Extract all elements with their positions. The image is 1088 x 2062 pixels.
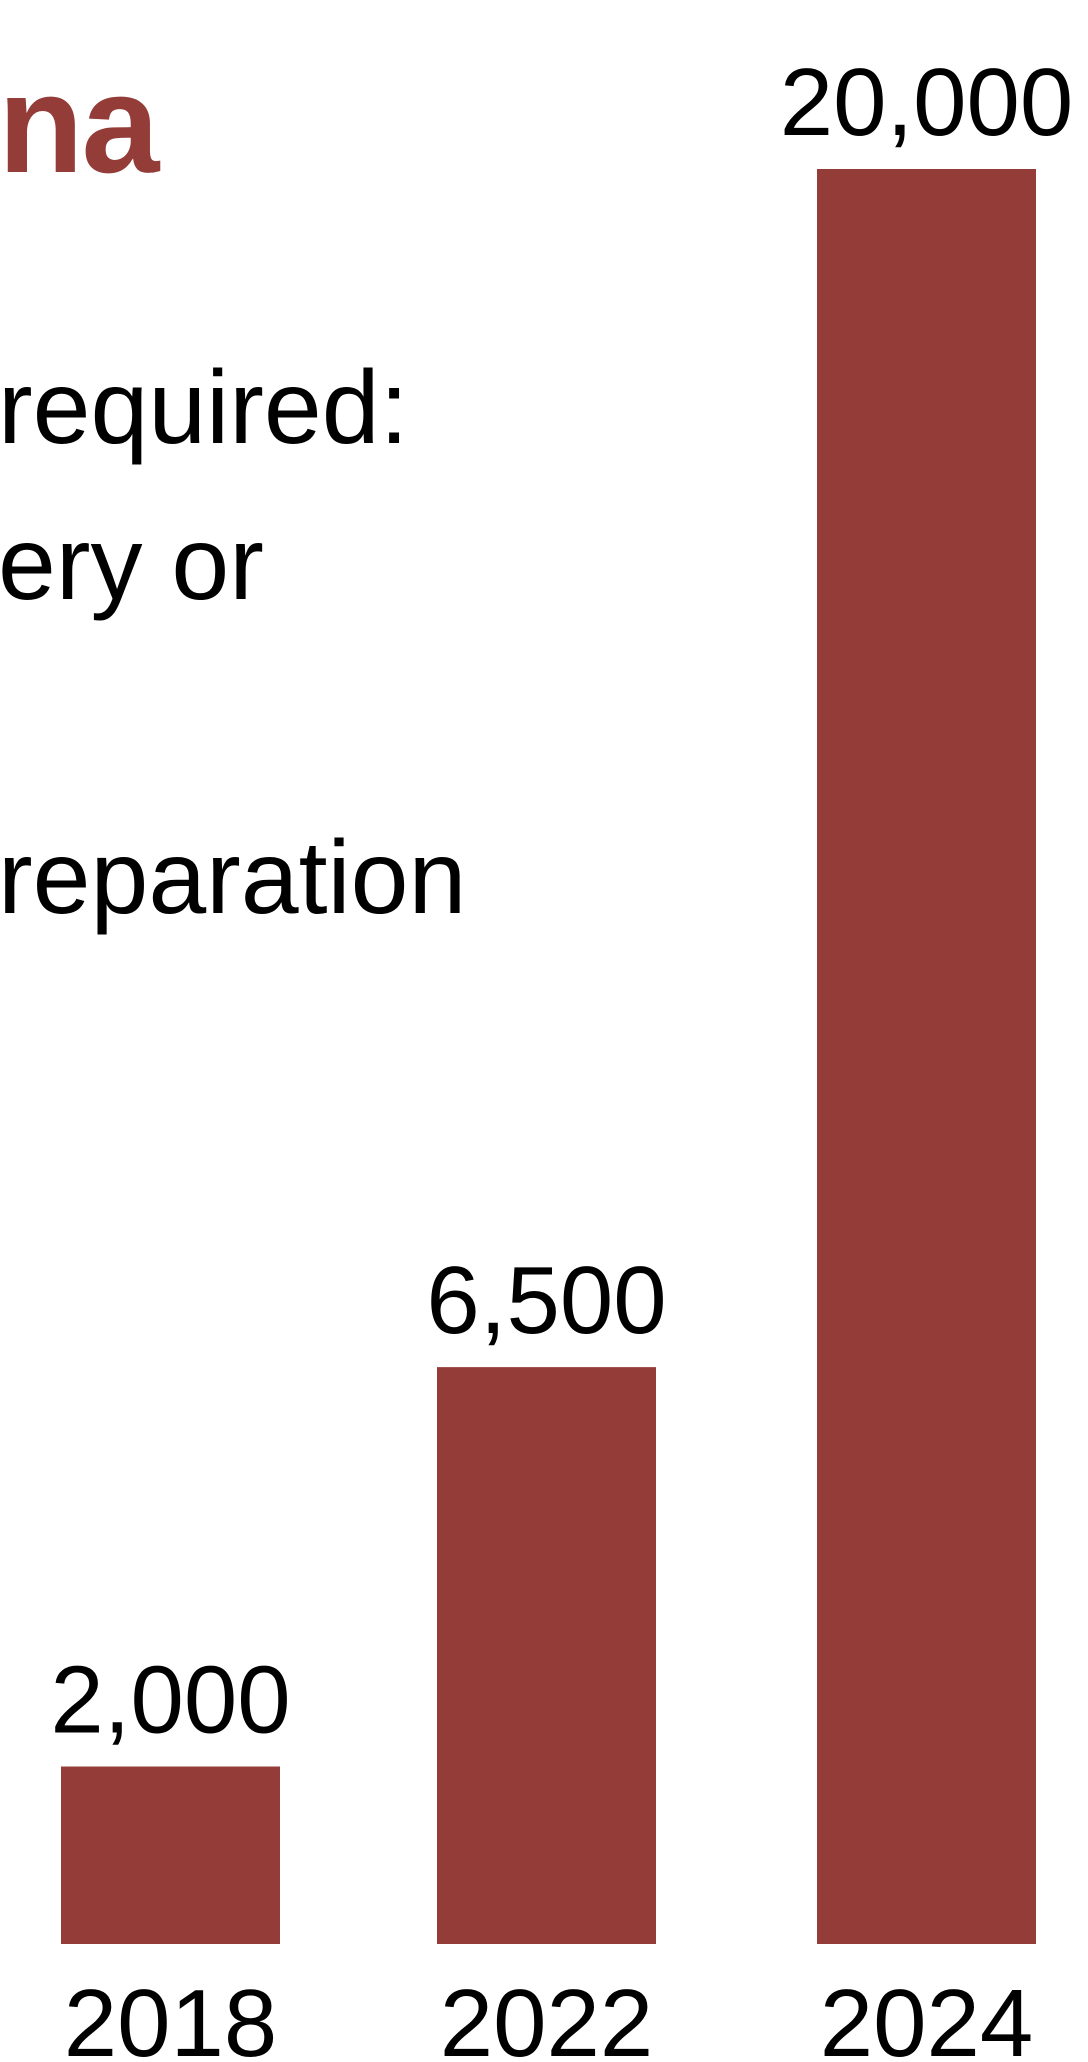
x-tick-label-2018: 2018 bbox=[64, 1970, 278, 2062]
x-tick-label-2022: 2022 bbox=[440, 1970, 654, 2062]
body-text-line-1: required: bbox=[0, 350, 409, 466]
bar-value-label-2022: 6,500 bbox=[426, 1247, 666, 1354]
body-text-line-2: ery or bbox=[0, 506, 264, 622]
bar-value-label-2024: 20,000 bbox=[780, 49, 1074, 156]
bar-2018 bbox=[61, 1766, 280, 1944]
bar-value-label-2018: 2,000 bbox=[50, 1647, 290, 1754]
x-tick-label-2024: 2024 bbox=[820, 1970, 1034, 2062]
bar-2022 bbox=[437, 1367, 656, 1944]
body-text-line-3: reparation bbox=[0, 820, 467, 936]
slide-title-fragment: na bbox=[0, 45, 159, 202]
bar-2024 bbox=[817, 169, 1036, 1944]
